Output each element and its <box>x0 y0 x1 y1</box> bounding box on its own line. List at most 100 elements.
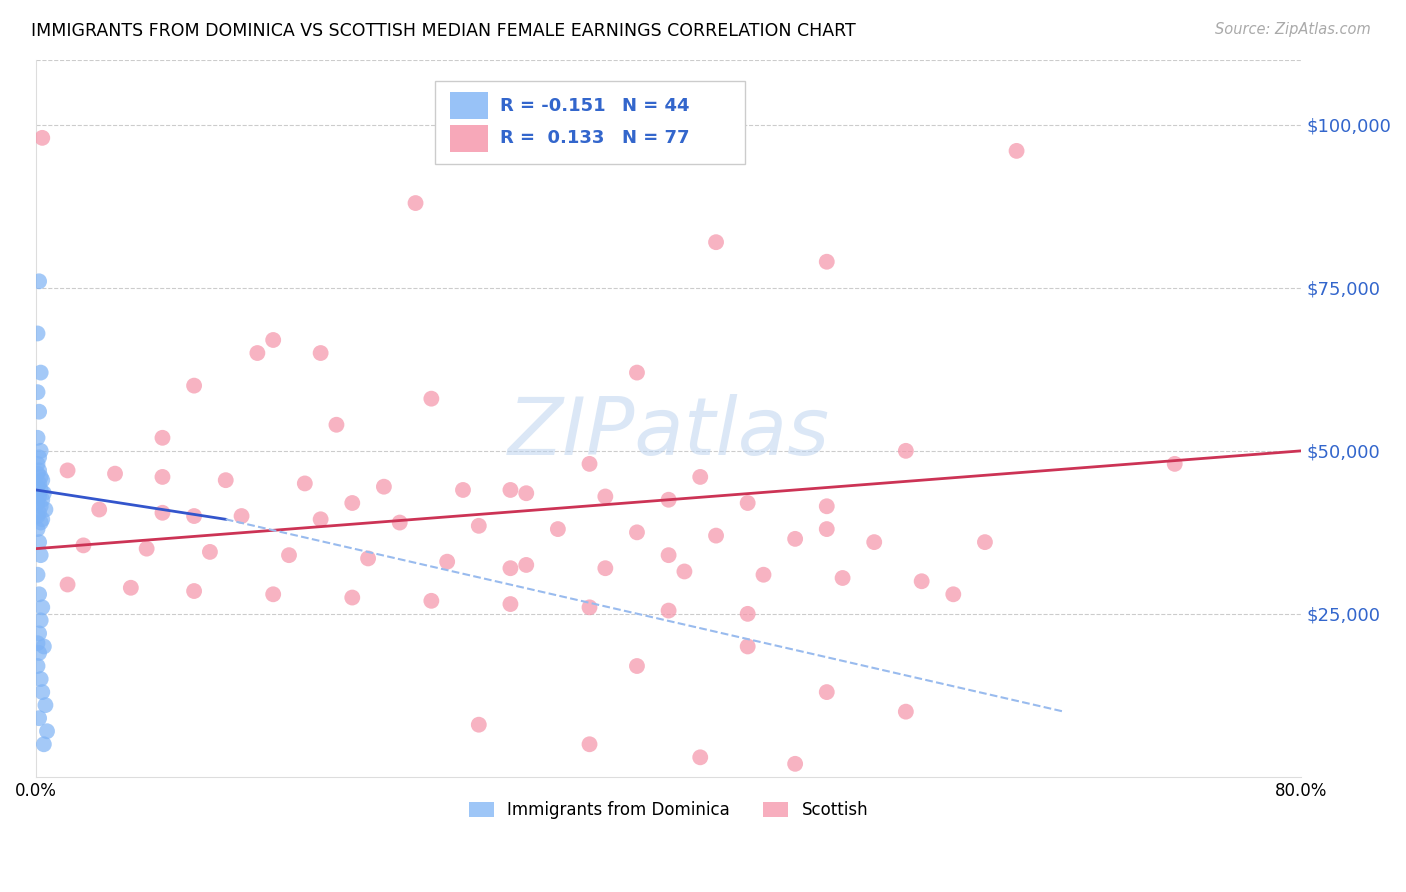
Point <box>815 685 838 699</box>
Point <box>578 457 600 471</box>
Point <box>30 366 52 380</box>
Point <box>34 698 56 713</box>
Point <box>30 672 52 686</box>
Point <box>152 506 174 520</box>
Point <box>737 607 759 621</box>
Point <box>420 594 443 608</box>
Point <box>30 548 52 562</box>
Point <box>30 500 52 514</box>
Point <box>309 346 332 360</box>
Point <box>578 600 600 615</box>
FancyBboxPatch shape <box>450 92 488 120</box>
Text: N = 77: N = 77 <box>621 129 689 147</box>
Point <box>737 496 759 510</box>
Point <box>785 532 807 546</box>
Point <box>27 496 49 510</box>
Point <box>231 509 253 524</box>
Point <box>689 470 711 484</box>
Point <box>515 486 537 500</box>
Text: N = 44: N = 44 <box>621 96 689 114</box>
Point <box>831 571 853 585</box>
Point <box>27 509 49 524</box>
Point <box>595 561 617 575</box>
Point <box>31 492 53 507</box>
Text: Source: ZipAtlas.com: Source: ZipAtlas.com <box>1215 22 1371 37</box>
Point <box>28 711 51 725</box>
Point <box>704 528 727 542</box>
Point <box>28 490 51 504</box>
Point <box>31 512 53 526</box>
Point <box>56 577 79 591</box>
Point <box>342 591 364 605</box>
Point <box>30 443 52 458</box>
Point <box>27 567 49 582</box>
Point <box>673 565 696 579</box>
Point <box>704 235 727 249</box>
Point <box>626 659 648 673</box>
Point <box>1164 457 1187 471</box>
Point <box>689 750 711 764</box>
Point <box>32 737 55 751</box>
Point <box>894 705 917 719</box>
Text: R =  0.133: R = 0.133 <box>501 129 605 147</box>
Point <box>30 483 52 497</box>
Point <box>152 431 174 445</box>
Point <box>737 640 759 654</box>
Point <box>32 640 55 654</box>
Point <box>56 463 79 477</box>
Point <box>30 613 52 627</box>
Point <box>451 483 474 497</box>
Point <box>626 366 648 380</box>
Point <box>28 535 51 549</box>
Point <box>342 496 364 510</box>
Point <box>420 392 443 406</box>
Point <box>468 717 491 731</box>
Point <box>35 724 58 739</box>
Point <box>104 467 127 481</box>
Point <box>863 535 886 549</box>
Point <box>547 522 569 536</box>
Text: IMMIGRANTS FROM DOMINICA VS SCOTTISH MEDIAN FEMALE EARNINGS CORRELATION CHART: IMMIGRANTS FROM DOMINICA VS SCOTTISH MED… <box>31 22 856 40</box>
Point <box>89 502 111 516</box>
Point <box>262 333 284 347</box>
Point <box>27 385 49 400</box>
Point <box>658 492 681 507</box>
Point <box>388 516 411 530</box>
Point <box>27 522 49 536</box>
Point <box>942 587 965 601</box>
Point <box>28 405 51 419</box>
Point <box>752 567 775 582</box>
Point <box>27 659 49 673</box>
Point <box>28 506 51 520</box>
Point <box>27 326 49 341</box>
Point <box>27 457 49 471</box>
Point <box>28 587 51 601</box>
Point <box>626 525 648 540</box>
Point <box>198 545 221 559</box>
Point <box>468 518 491 533</box>
Point <box>246 346 269 360</box>
Point <box>27 480 49 494</box>
Point <box>815 522 838 536</box>
Point <box>120 581 142 595</box>
Point <box>815 254 838 268</box>
Point <box>499 561 522 575</box>
Point <box>34 502 56 516</box>
Point <box>373 480 395 494</box>
Point <box>309 512 332 526</box>
Point <box>499 483 522 497</box>
Point <box>262 587 284 601</box>
Text: ZIPatlas: ZIPatlas <box>508 393 830 472</box>
Point <box>28 463 51 477</box>
Point <box>436 555 458 569</box>
Point <box>27 467 49 481</box>
Point <box>30 516 52 530</box>
Text: R = -0.151: R = -0.151 <box>501 96 606 114</box>
Legend: Immigrants from Dominica, Scottish: Immigrants from Dominica, Scottish <box>463 795 875 826</box>
Point <box>357 551 380 566</box>
Point <box>974 535 997 549</box>
Point <box>31 131 53 145</box>
Point <box>578 737 600 751</box>
Point <box>894 443 917 458</box>
Point <box>785 756 807 771</box>
